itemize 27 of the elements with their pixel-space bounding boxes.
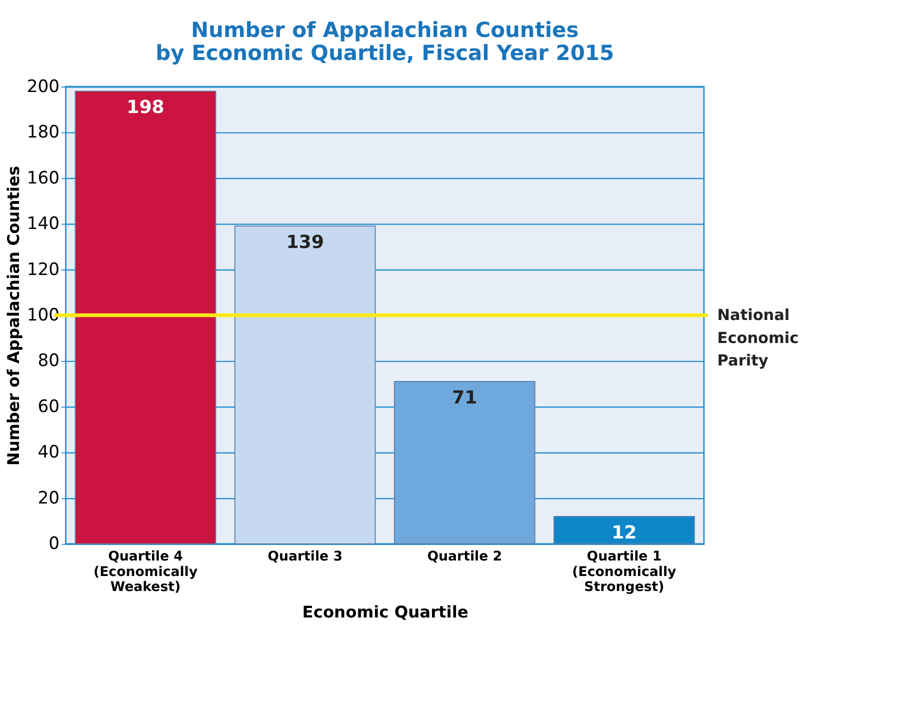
data-label: 139 — [286, 232, 324, 253]
y-tick-label: 180 — [26, 122, 60, 143]
y-tick-label: 80 — [38, 351, 60, 372]
data-label: 198 — [126, 97, 164, 118]
y-tick-label: 160 — [26, 168, 60, 188]
x-axis-title: Economic Quartile — [302, 602, 468, 622]
ref-line-label: National Economic Parity — [717, 306, 799, 370]
y-tick-label: 20 — [38, 488, 60, 508]
x-tick-label: Quartile 2 — [427, 550, 502, 565]
bar — [553, 516, 695, 544]
x-tick-label: Quartile 4 (Economically Weakest) — [93, 550, 198, 596]
y-axis-title: Number of Appalachian Counties — [4, 166, 24, 466]
bar — [234, 226, 376, 544]
data-label: 71 — [452, 387, 478, 408]
y-tick-label: 40 — [38, 442, 60, 463]
text: Number of Appalachian Counties — [191, 18, 579, 42]
x-tick-label: Quartile 3 — [268, 550, 342, 565]
y-tick-label: 60 — [38, 396, 60, 417]
y-tick-label: 0 — [48, 534, 60, 554]
data-label: 12 — [612, 522, 637, 544]
x-tick-label: Quartile 1 (Economically Strongest) — [572, 550, 677, 596]
y-tick-label: 140 — [26, 214, 60, 234]
y-tick-label: 200 — [26, 76, 60, 97]
bar — [74, 90, 216, 544]
bar — [394, 381, 536, 544]
y-tick-label: 120 — [26, 260, 60, 280]
text: by Economic Quartile, Fiscal Year 2015 — [156, 40, 614, 65]
